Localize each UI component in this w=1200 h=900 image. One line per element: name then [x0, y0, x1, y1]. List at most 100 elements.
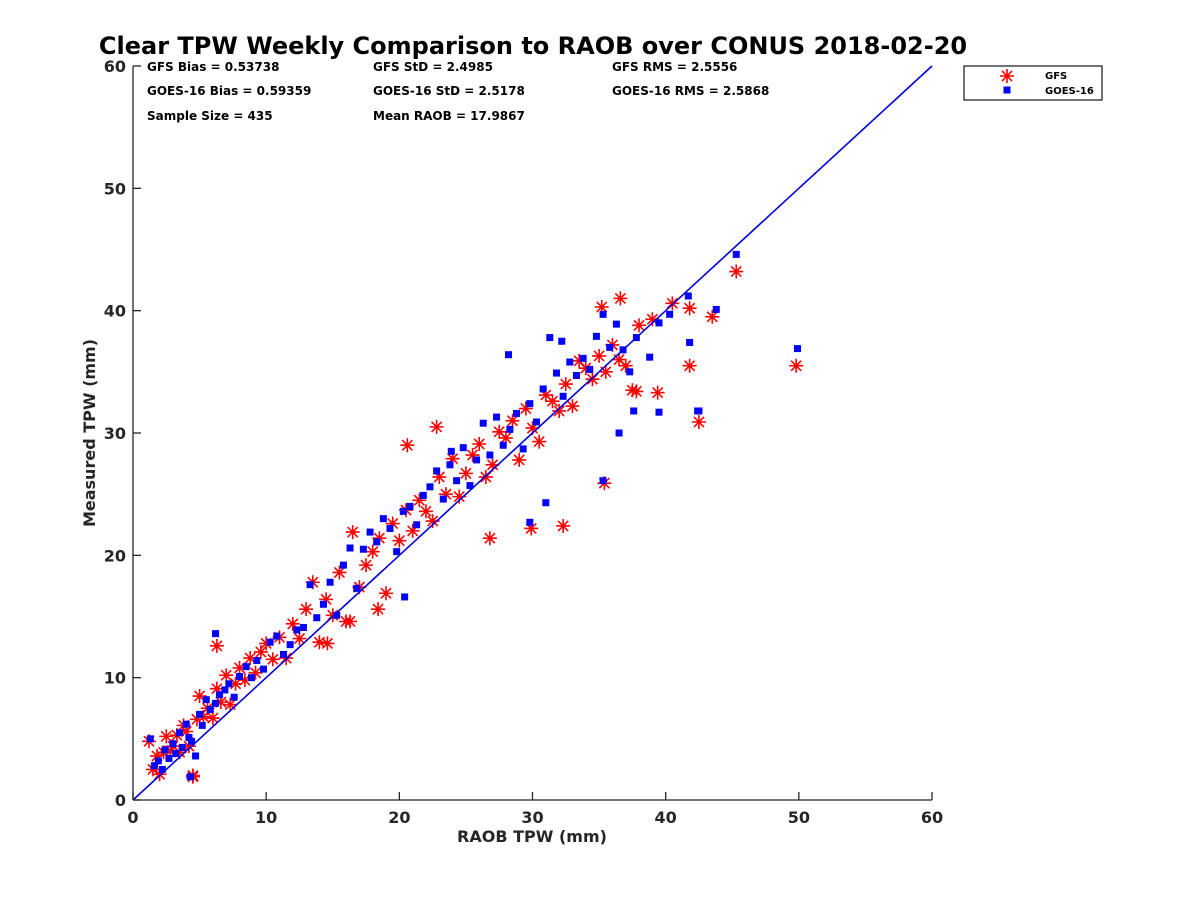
gfs-point: [292, 631, 307, 646]
legend-gfs-asterisk: [1000, 69, 1014, 83]
goes16-point: [626, 368, 634, 376]
stat-goes16-rms: GOES-16 RMS = 2.5868: [612, 84, 769, 98]
gfs-point: [572, 353, 587, 368]
goes16-point: [606, 343, 614, 351]
gfs-point: [691, 414, 706, 429]
goes16-point: [299, 624, 307, 632]
x-tick-label: 0: [127, 808, 138, 827]
gfs-point: [705, 309, 720, 324]
gfs-point: [452, 489, 467, 504]
gfs-point: [213, 695, 228, 710]
gfs-point: [425, 514, 440, 529]
gfs-point: [465, 448, 480, 463]
gfs-point: [343, 614, 358, 629]
goes16-point: [684, 292, 692, 300]
goes16-point: [419, 491, 427, 499]
goes16-point: [686, 338, 694, 346]
gfs-point: [524, 521, 539, 536]
goes16-point: [401, 593, 409, 601]
goes16-point: [150, 762, 158, 770]
gfs-point: [163, 744, 178, 759]
gfs-point: [205, 711, 220, 726]
gfs-point: [400, 438, 415, 453]
goes16-point: [446, 461, 454, 469]
goes16-point: [532, 418, 540, 426]
goes16-point: [158, 765, 166, 773]
goes16-point: [732, 250, 740, 258]
goes16-point: [185, 734, 193, 742]
gfs-point: [594, 299, 609, 314]
stat-goes16-bias: GOES-16 Bias = 0.59359: [147, 84, 311, 98]
goes16-point: [399, 507, 407, 515]
goes16-point: [526, 518, 534, 526]
stat-gfs-rms: GFS RMS = 2.5556: [612, 60, 737, 74]
goes16-point: [546, 334, 554, 342]
gfs-point: [665, 296, 680, 311]
goes16-point: [339, 561, 347, 569]
gfs-point: [325, 608, 340, 623]
goes16-point: [646, 353, 654, 361]
gfs-point: [632, 318, 647, 333]
y-tick-label: 50: [104, 179, 126, 198]
axes: 0 10 20 30 40 50 60 0 10 20 30 40 50 60: [104, 57, 943, 827]
goes16-point: [379, 515, 387, 523]
y-tick-label: 10: [104, 669, 126, 688]
gfs-point: [248, 665, 263, 680]
series-goes16: [146, 250, 802, 781]
gfs-point: [492, 424, 507, 439]
gfs-point: [505, 413, 520, 428]
gfs-point: [532, 434, 547, 449]
goes16-point: [559, 392, 567, 400]
y-tick-label: 60: [104, 57, 126, 76]
gfs-point: [598, 364, 613, 379]
legend-gfs-marker: [1000, 69, 1014, 83]
goes16-point: [794, 345, 802, 353]
goes16-point: [453, 477, 461, 485]
goes16-point: [221, 686, 229, 694]
gfs-point: [682, 358, 697, 373]
gfs-point: [332, 565, 347, 580]
stat-gfs-bias: GFS Bias = 0.53738: [147, 60, 279, 74]
gfs-point: [565, 399, 580, 414]
gfs-point: [219, 668, 234, 683]
y-tick-label: 0: [115, 791, 126, 810]
goes16-point: [248, 674, 256, 682]
gfs-point: [196, 709, 211, 724]
x-tick-label: 40: [655, 808, 677, 827]
gfs-point: [392, 533, 407, 548]
goes16-point: [579, 354, 587, 362]
goes16-point: [178, 743, 186, 751]
goes16-point: [212, 699, 220, 707]
stat-gfs-std: GFS StD = 2.4985: [373, 60, 493, 74]
x-tick-label: 60: [921, 808, 943, 827]
goes16-point: [592, 332, 600, 340]
goes16-point: [439, 495, 447, 503]
goes16-point: [586, 365, 594, 373]
gfs-point: [265, 652, 280, 667]
gfs-point: [789, 358, 804, 373]
gfs-point: [189, 712, 204, 727]
goes16-point: [169, 740, 177, 748]
gfs-point: [312, 635, 327, 650]
stat-sample-size: Sample Size = 435: [147, 109, 273, 123]
gfs-point: [650, 385, 665, 400]
goes16-point: [366, 528, 374, 536]
gfs-point: [512, 452, 527, 467]
goes16-point: [273, 632, 281, 640]
goes16-point: [599, 310, 607, 318]
goes16-point: [694, 407, 702, 415]
gfs-point: [243, 651, 258, 666]
one-to-one-line: [132, 65, 933, 801]
gfs-point: [181, 739, 196, 754]
gfs-point: [371, 602, 386, 617]
goes16-point: [393, 548, 401, 556]
goes16-point: [558, 337, 566, 345]
goes16-point: [612, 320, 620, 328]
goes16-point: [293, 626, 301, 634]
gfs-point: [232, 660, 247, 675]
gfs-point: [429, 419, 444, 434]
gfs-point: [285, 616, 300, 631]
gfs-point: [729, 264, 744, 279]
goes16-point: [526, 400, 534, 408]
